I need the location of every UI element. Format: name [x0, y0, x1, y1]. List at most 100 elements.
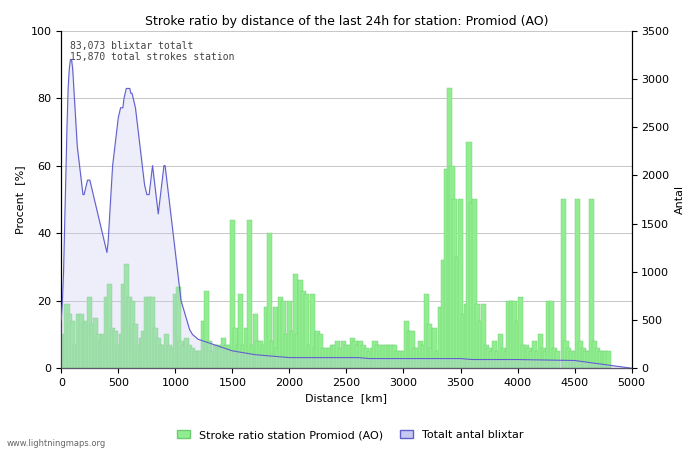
- Bar: [578, 341, 583, 368]
- Bar: [598, 351, 603, 368]
- Bar: [529, 351, 534, 368]
- Bar: [506, 301, 512, 368]
- Bar: [178, 341, 183, 368]
- Bar: [426, 324, 432, 368]
- Bar: [566, 348, 571, 368]
- Bar: [444, 169, 449, 368]
- Bar: [167, 345, 172, 368]
- Bar: [495, 351, 500, 368]
- Bar: [535, 351, 540, 368]
- Bar: [538, 334, 543, 368]
- Bar: [147, 297, 152, 368]
- Bar: [344, 345, 349, 368]
- Bar: [244, 328, 249, 368]
- Bar: [492, 341, 497, 368]
- Bar: [136, 345, 141, 368]
- Bar: [512, 301, 517, 368]
- Bar: [352, 341, 358, 368]
- Bar: [230, 220, 235, 368]
- Bar: [195, 351, 201, 368]
- Bar: [125, 264, 130, 368]
- Bar: [546, 301, 552, 368]
- Bar: [398, 351, 403, 368]
- Bar: [435, 351, 440, 368]
- Bar: [221, 338, 226, 368]
- Bar: [384, 345, 389, 368]
- Bar: [193, 351, 198, 368]
- Bar: [372, 341, 377, 368]
- Bar: [407, 331, 412, 368]
- Bar: [99, 341, 104, 368]
- Bar: [312, 348, 318, 368]
- Bar: [187, 345, 192, 368]
- Bar: [76, 314, 81, 368]
- Bar: [150, 297, 155, 368]
- Bar: [367, 351, 372, 368]
- Bar: [316, 331, 321, 368]
- Bar: [93, 318, 98, 368]
- Bar: [356, 345, 360, 368]
- Bar: [261, 345, 266, 368]
- Bar: [375, 345, 380, 368]
- Bar: [587, 351, 592, 368]
- Bar: [569, 351, 574, 368]
- Bar: [592, 341, 597, 368]
- Bar: [484, 345, 489, 368]
- Bar: [475, 304, 480, 368]
- Bar: [155, 338, 161, 368]
- Bar: [552, 348, 557, 368]
- X-axis label: Distance  [km]: Distance [km]: [305, 393, 387, 404]
- Bar: [575, 199, 580, 368]
- Bar: [458, 199, 463, 368]
- Bar: [441, 260, 446, 368]
- Bar: [540, 348, 546, 368]
- Bar: [330, 345, 335, 368]
- Bar: [395, 351, 400, 368]
- Bar: [486, 348, 491, 368]
- Bar: [295, 334, 300, 368]
- Bar: [88, 297, 92, 368]
- Bar: [153, 328, 158, 368]
- Bar: [70, 321, 76, 368]
- Bar: [256, 341, 260, 368]
- Bar: [181, 345, 186, 368]
- Bar: [469, 203, 475, 368]
- Bar: [473, 199, 477, 368]
- Bar: [158, 345, 164, 368]
- Bar: [301, 291, 306, 368]
- Bar: [162, 345, 167, 368]
- Bar: [218, 348, 223, 368]
- Bar: [392, 345, 398, 368]
- Text: 83,073 blixtar totalt
15,870 total strokes station: 83,073 blixtar totalt 15,870 total strok…: [70, 40, 234, 62]
- Bar: [424, 294, 429, 368]
- Bar: [498, 334, 503, 368]
- Bar: [130, 301, 135, 368]
- Bar: [270, 341, 275, 368]
- Bar: [202, 321, 206, 368]
- Bar: [133, 324, 138, 368]
- Bar: [139, 338, 143, 368]
- Bar: [370, 348, 374, 368]
- Bar: [67, 314, 72, 368]
- Bar: [170, 348, 175, 368]
- Bar: [232, 328, 238, 368]
- Bar: [304, 294, 309, 368]
- Bar: [332, 345, 337, 368]
- Bar: [264, 307, 270, 368]
- Bar: [284, 334, 289, 368]
- Bar: [364, 348, 369, 368]
- Bar: [224, 345, 229, 368]
- Bar: [198, 351, 204, 368]
- Bar: [510, 301, 514, 368]
- Bar: [258, 341, 263, 368]
- Bar: [346, 345, 352, 368]
- Bar: [213, 345, 218, 368]
- Bar: [532, 341, 537, 368]
- Bar: [104, 297, 109, 368]
- Bar: [489, 351, 494, 368]
- Bar: [78, 314, 84, 368]
- Bar: [279, 297, 284, 368]
- Bar: [176, 287, 181, 368]
- Bar: [184, 338, 189, 368]
- Legend: Stroke ratio station Promiod (AO), Totalt antal blixtar: Stroke ratio station Promiod (AO), Total…: [172, 425, 528, 445]
